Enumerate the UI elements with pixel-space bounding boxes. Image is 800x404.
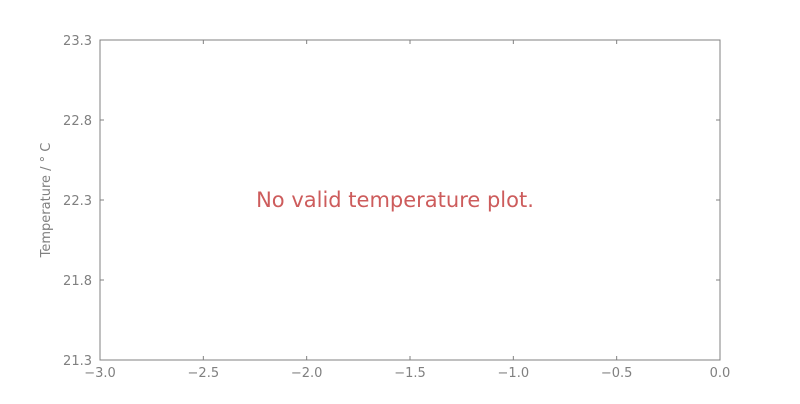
y-tick-label: 21.3: [63, 354, 92, 369]
x-tick-label: −3.0: [84, 366, 116, 381]
x-tick-label: 0.0: [710, 366, 731, 381]
no-data-annotation: No valid temperature plot.: [256, 188, 534, 212]
y-tick-label: 22.8: [63, 114, 92, 129]
x-tick-label: −2.0: [291, 366, 323, 381]
plot-area-frame: [99, 39, 721, 361]
x-tick-label: −2.5: [188, 366, 220, 381]
x-tick-label: −1.5: [394, 366, 426, 381]
y-tick-label: 21.8: [63, 274, 92, 289]
x-axis-ticks: −3.0 −2.5 −2.0 −1.5 −1.0 −0.5 0.0: [84, 40, 730, 381]
y-tick-label: 22.3: [63, 194, 92, 209]
y-axis-label: Temperature / ° C: [39, 143, 54, 259]
y-axis-ticks: 21.3 21.8 22.3 22.8 23.3: [63, 34, 720, 369]
x-tick-label: −0.5: [601, 366, 633, 381]
x-tick-label: −1.0: [498, 366, 530, 381]
y-tick-label: 23.3: [63, 34, 92, 49]
